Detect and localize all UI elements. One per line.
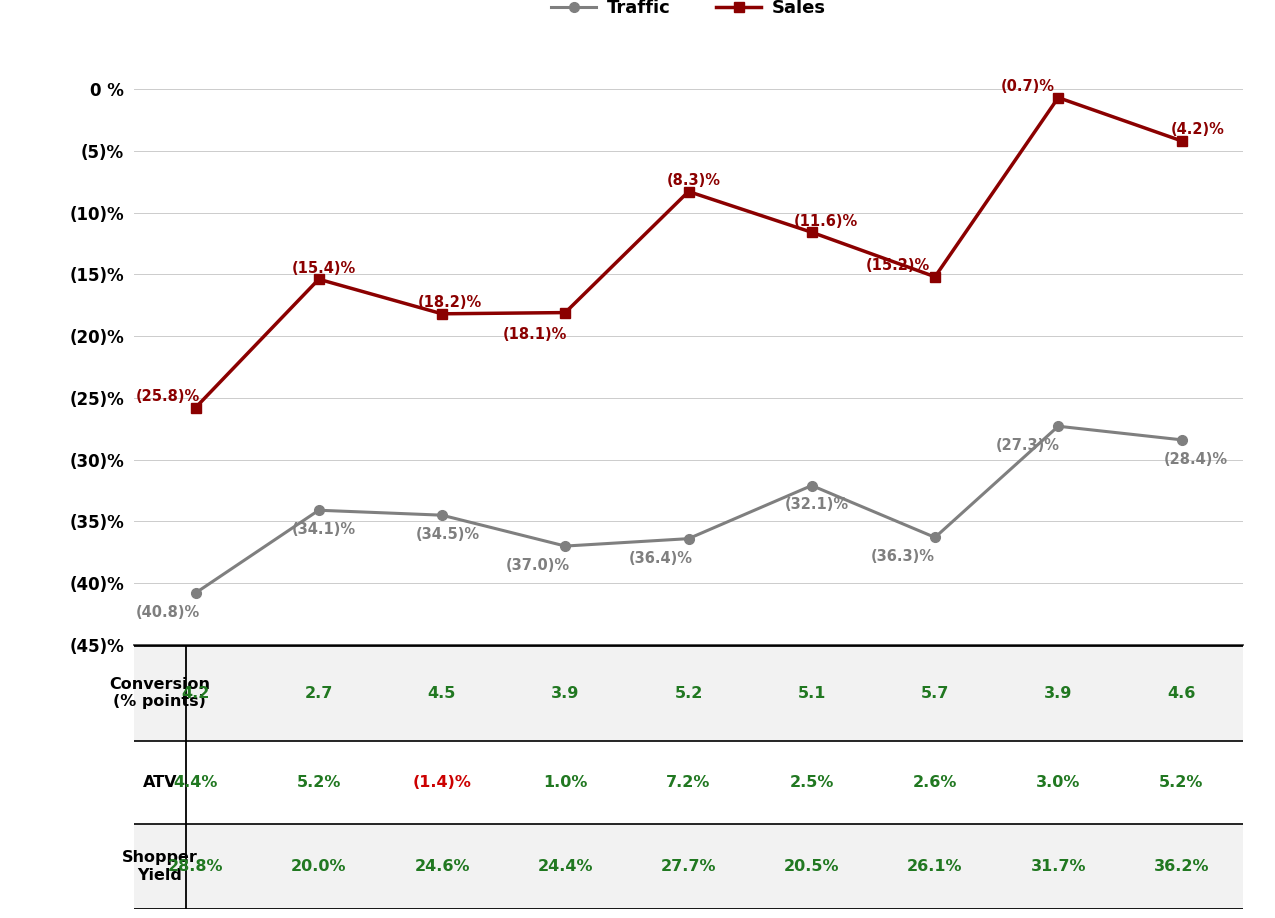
Text: (40.8)%: (40.8)% [135, 605, 200, 620]
Text: Conversion
(% points): Conversion (% points) [110, 677, 210, 710]
Text: 2.6%: 2.6% [913, 776, 958, 790]
Text: 4.5: 4.5 [428, 686, 456, 700]
Text: 24.6%: 24.6% [414, 859, 469, 874]
Text: (36.3)%: (36.3)% [871, 549, 935, 565]
Text: (4.2)%: (4.2)% [1172, 122, 1225, 138]
Text: 1.0%: 1.0% [543, 776, 588, 790]
Bar [134, 824, 1243, 909]
Text: 20.0%: 20.0% [291, 859, 347, 874]
Text: 27.7%: 27.7% [660, 859, 717, 874]
Text: 4.2: 4.2 [181, 686, 209, 700]
Text: 4.6: 4.6 [1168, 686, 1196, 700]
Text: (11.6)%: (11.6)% [793, 214, 858, 229]
Text: 24.4%: 24.4% [538, 859, 593, 874]
Text: 28.8%: 28.8% [168, 859, 223, 874]
Text: (36.4)%: (36.4)% [629, 551, 692, 565]
Text: (18.1)%: (18.1)% [502, 328, 567, 342]
Text: 3.9: 3.9 [1044, 686, 1072, 700]
Text: Shopper
Yield: Shopper Yield [122, 850, 198, 883]
Text: ATV: ATV [143, 776, 177, 790]
Text: 31.7%: 31.7% [1030, 859, 1086, 874]
Legend: Traffic, Sales: Traffic, Sales [544, 0, 833, 25]
Text: 7.2%: 7.2% [667, 776, 710, 790]
Text: (37.0)%: (37.0)% [505, 558, 570, 573]
Text: 5.2%: 5.2% [1159, 776, 1204, 790]
Text: 2.5%: 2.5% [789, 776, 834, 790]
Text: (34.5)%: (34.5)% [416, 527, 479, 543]
Text: 3.0%: 3.0% [1037, 776, 1080, 790]
Text: (27.3)%: (27.3)% [996, 438, 1060, 453]
Text: 5.2: 5.2 [674, 686, 703, 700]
Text: (0.7)%: (0.7)% [1001, 79, 1054, 94]
Text: (25.8)%: (25.8)% [135, 389, 200, 404]
Text: 2.7: 2.7 [305, 686, 333, 700]
Text: 20.5%: 20.5% [784, 859, 839, 874]
Text: 5.1: 5.1 [798, 686, 826, 700]
Text: (34.1)%: (34.1)% [292, 522, 357, 537]
Text: (15.2)%: (15.2)% [866, 258, 929, 274]
Text: 5.2%: 5.2% [297, 776, 340, 790]
Text: 5.7: 5.7 [921, 686, 949, 700]
Text: (32.1)%: (32.1)% [785, 498, 849, 512]
Text: (28.4)%: (28.4)% [1163, 452, 1228, 466]
Text: (1.4)%: (1.4)% [413, 776, 472, 790]
Text: (18.2)%: (18.2)% [418, 296, 482, 310]
Text: 3.9: 3.9 [551, 686, 579, 700]
Text: 4.4%: 4.4% [173, 776, 218, 790]
Text: 26.1%: 26.1% [908, 859, 963, 874]
Text: (8.3)%: (8.3)% [667, 173, 722, 188]
Text: 36.2%: 36.2% [1154, 859, 1209, 874]
Text: (15.4)%: (15.4)% [292, 261, 357, 275]
Bar [134, 741, 1243, 824]
Bar [134, 644, 1243, 741]
